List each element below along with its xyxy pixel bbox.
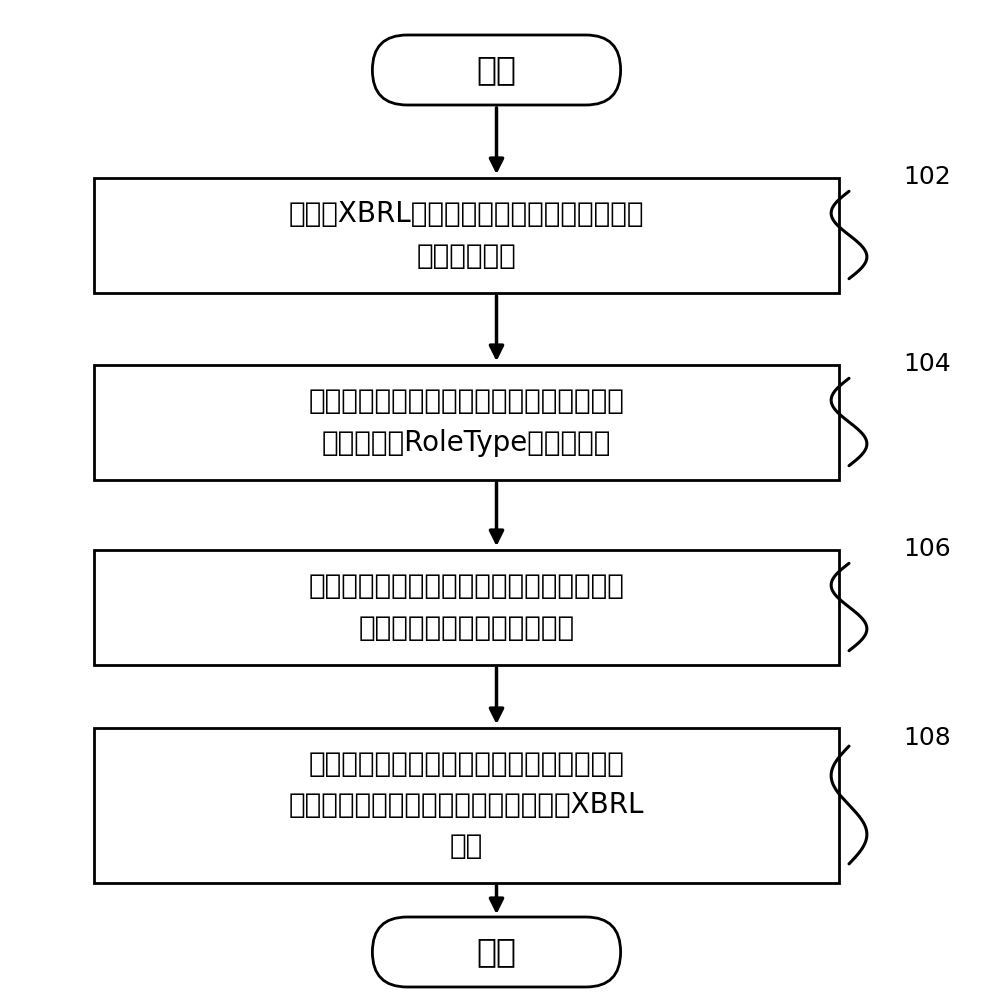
- Bar: [94, 178, 839, 292]
- Text: 根据对XBRL的实例生成命令，按照报表生成
报表格式文件: 根据对XBRL的实例生成命令，按照报表生成 报表格式文件: [289, 200, 644, 270]
- FancyBboxPatch shape: [372, 35, 621, 105]
- Text: 106: 106: [904, 537, 951, 561]
- Text: 根据所述报表格式文件，判断是否调整预定
分类标准的RoleType的维度信息: 根据所述报表格式文件，判断是否调整预定 分类标准的RoleType的维度信息: [309, 387, 625, 457]
- Text: 104: 104: [904, 352, 951, 376]
- Text: 根据所述报表与所述预定分类标准的映射关
系和所述报表的数据，为所述报表生成XBRL
实例: 根据所述报表与所述预定分类标准的映射关 系和所述报表的数据，为所述报表生成XBR…: [289, 750, 644, 860]
- Text: 结束: 结束: [477, 936, 516, 968]
- Text: 开始: 开始: [477, 53, 516, 87]
- Bar: [94, 550, 839, 664]
- Bar: [94, 727, 839, 882]
- FancyBboxPatch shape: [372, 917, 621, 987]
- Text: 根据判断结果，为所述报表与所述预定分类
标准建立会计科目和维度映射: 根据判断结果，为所述报表与所述预定分类 标准建立会计科目和维度映射: [309, 572, 625, 642]
- Text: 108: 108: [904, 726, 951, 750]
- Text: 102: 102: [904, 165, 951, 189]
- Bar: [94, 364, 839, 480]
